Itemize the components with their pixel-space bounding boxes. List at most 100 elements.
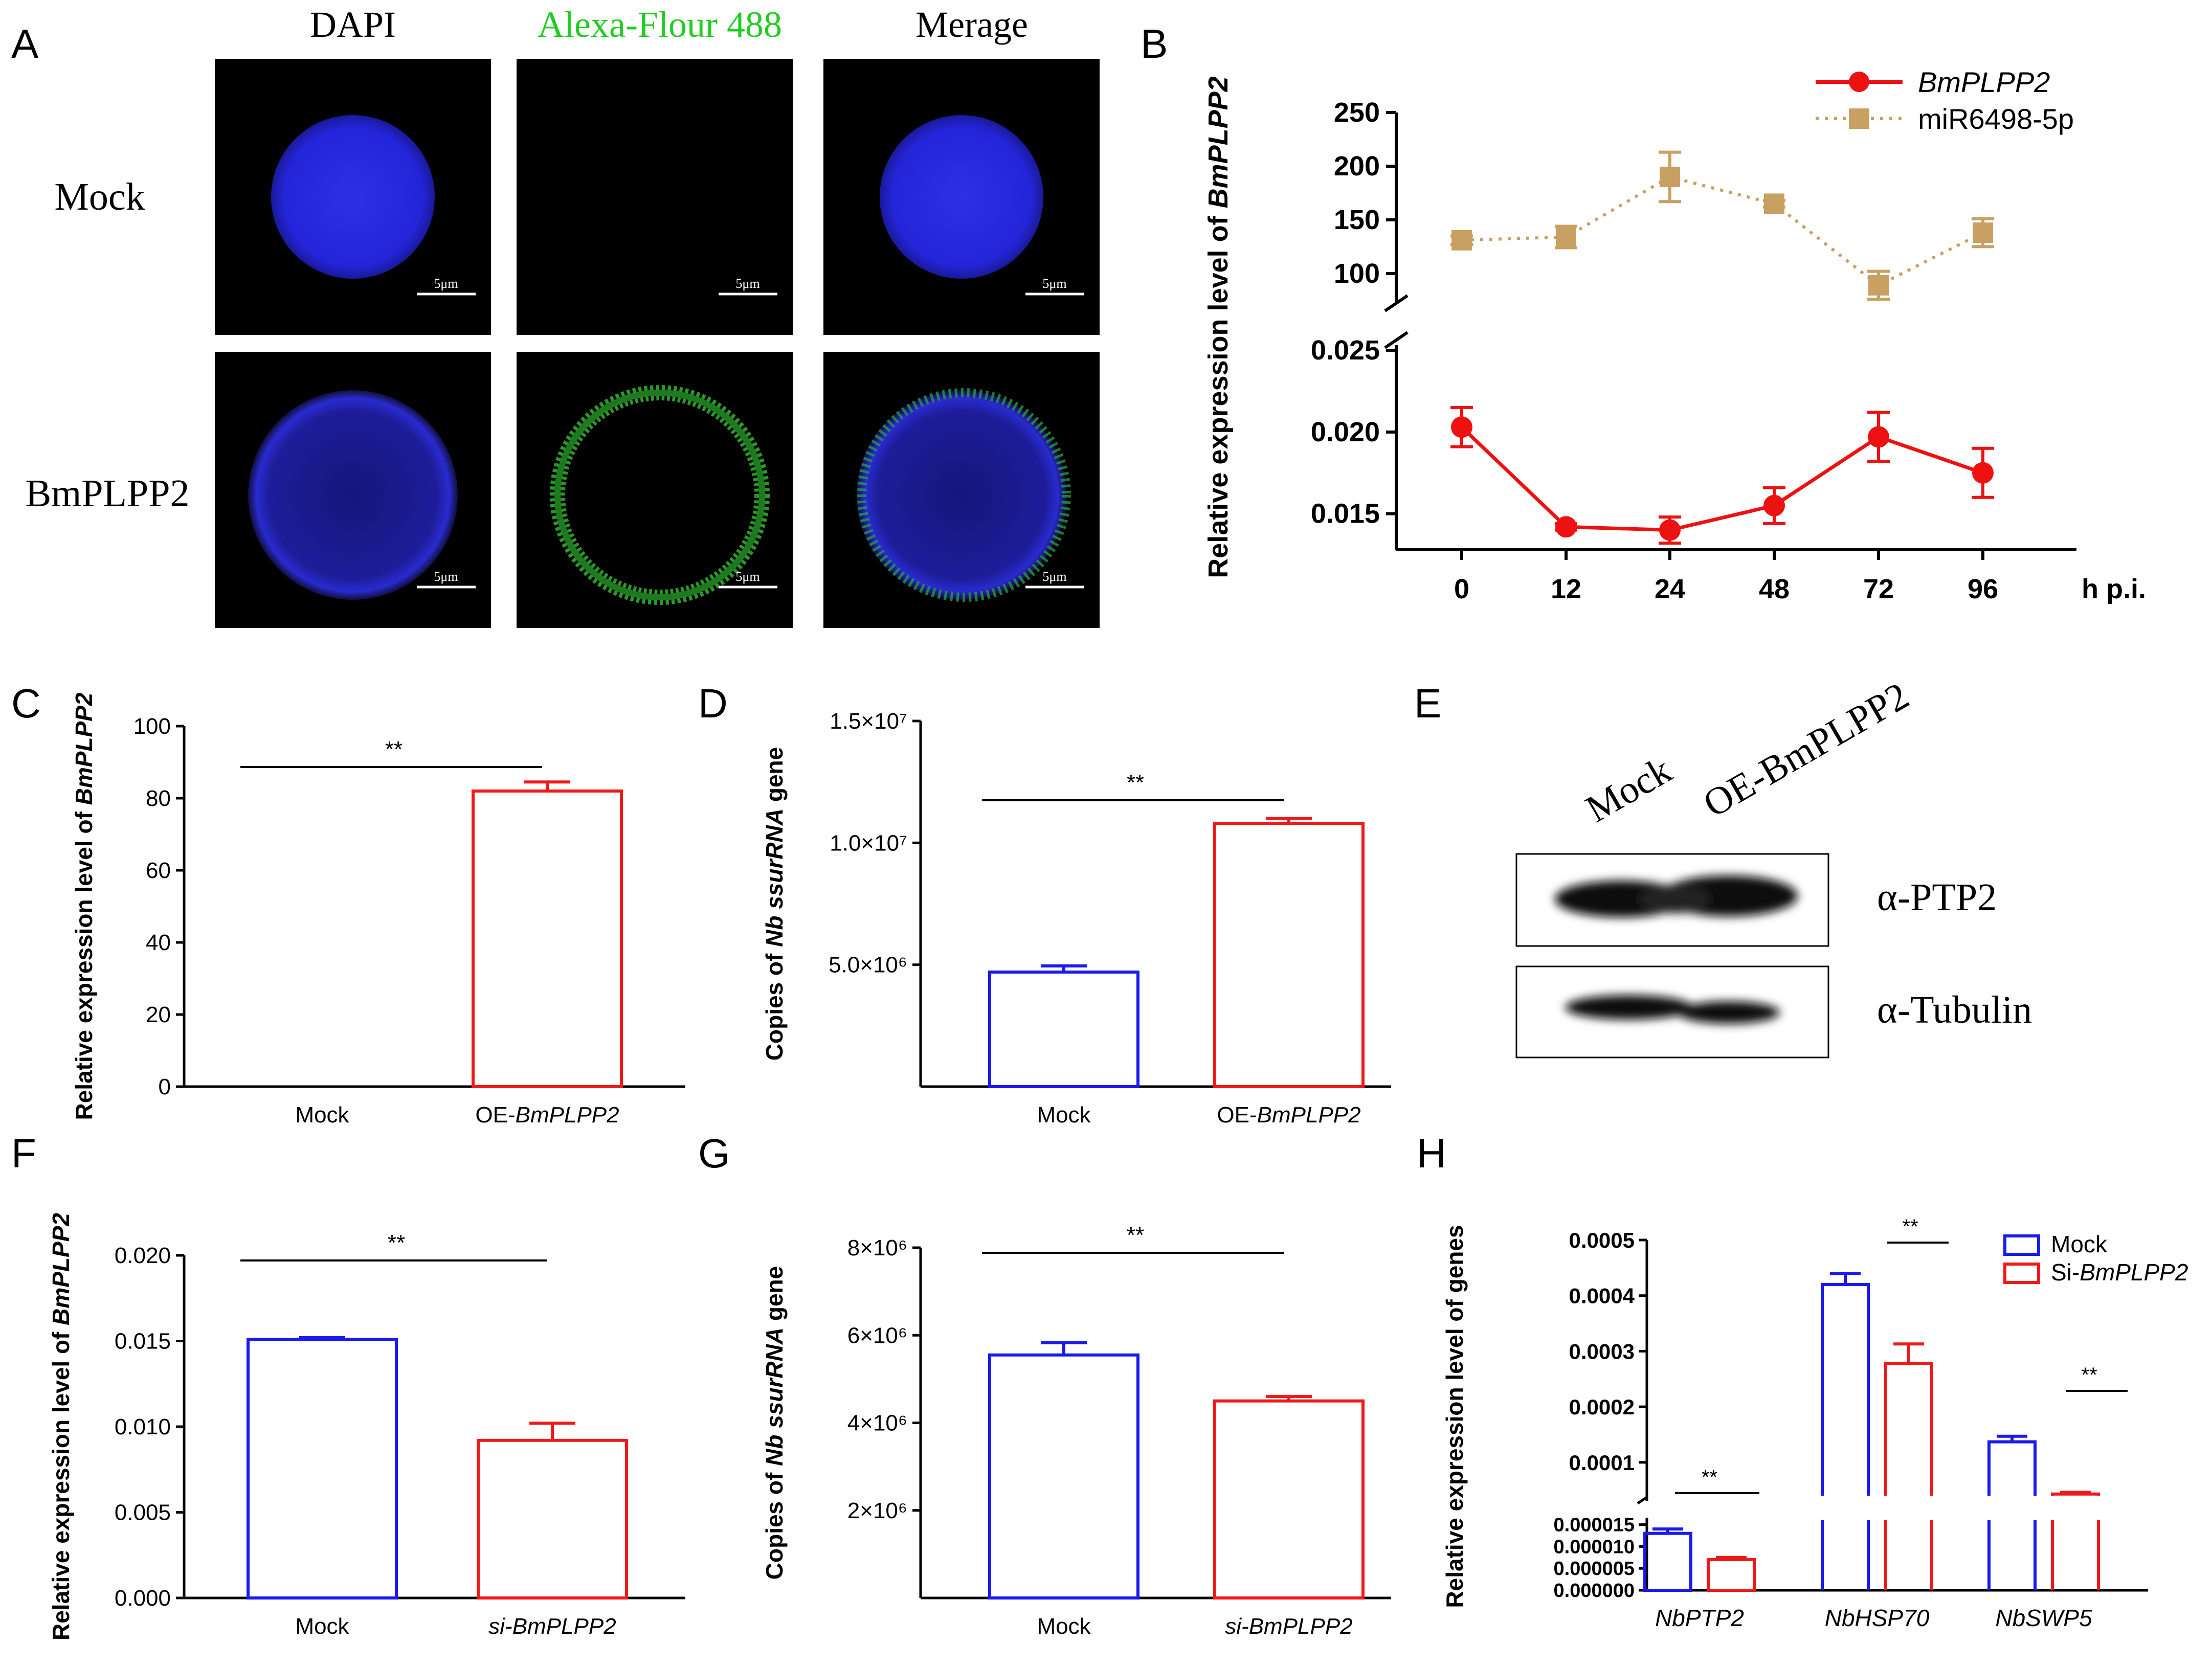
y-axis-label: Relative expression level of BmPLPP2 — [71, 692, 97, 1120]
series-line-mir6498-5p — [1461, 175, 1984, 287]
x-tick-label: Mock — [1037, 1102, 1091, 1128]
y-tick-label: 4×10⁶ — [847, 1411, 907, 1436]
bar — [1987, 1440, 2037, 1496]
y-tick-label: 0.0003 — [1569, 1339, 1635, 1363]
bar — [1707, 1558, 1756, 1592]
x-tick-label: 0 — [1454, 574, 1469, 604]
scale-bar-label: 5μm — [1042, 569, 1066, 584]
band-label-ptp2: α-PTP2 — [1877, 876, 1997, 919]
y-tick-label: 8×10⁶ — [847, 1235, 907, 1260]
col-header-dapi: DAPI — [310, 4, 396, 45]
y-tick-label: 0.010 — [115, 1414, 171, 1439]
x-tick-label: OE-BmPLPP2 — [1217, 1102, 1360, 1128]
y-tick-label: 40 — [146, 930, 171, 955]
data-point — [1555, 516, 1577, 538]
bar — [247, 1338, 398, 1600]
panel-label-a: A — [11, 21, 39, 66]
x-tick-label: Mock — [1037, 1614, 1091, 1639]
micro-cell-bmplpp2-alexa: 5μm — [517, 352, 793, 628]
y-tick-label: 80 — [146, 786, 171, 811]
bar — [1643, 1531, 1692, 1592]
y-axis-label: Relative expression level of genes — [1441, 1225, 1468, 1608]
data-point — [1763, 494, 1785, 516]
micro-cell-mock-alexa: 5μm — [517, 59, 793, 335]
bar — [1821, 1282, 1870, 1496]
y-tick-label: 0.0001 — [1569, 1451, 1635, 1475]
bar — [477, 1438, 628, 1600]
bar — [1213, 822, 1365, 1088]
x-tick-label: 72 — [1863, 574, 1894, 604]
data-point — [1659, 519, 1681, 541]
legend-swatch — [2003, 1234, 2040, 1256]
x-tick-label: 24 — [1655, 574, 1685, 604]
col-header-alexa: Alexa-Flour 488 — [538, 4, 782, 45]
y-tick-label: 5.0×10⁶ — [829, 953, 907, 978]
legend-label: Mock — [2051, 1231, 2108, 1257]
x-tick-label: 96 — [1968, 574, 1998, 604]
y-tick-label: 0.020 — [1311, 417, 1380, 447]
x-tick-label: Mock — [295, 1102, 349, 1128]
y-tick-label: 250 — [1334, 97, 1380, 128]
micro-cell-bmplpp2-merge: 5μm — [823, 352, 1100, 628]
panel-label-h: H — [1417, 1131, 1446, 1176]
legend-label: miR6498-5p — [1918, 103, 2074, 135]
data-point — [1972, 462, 1994, 484]
y-tick-label: 150 — [1334, 205, 1380, 235]
data-point — [1660, 166, 1680, 187]
micro-cell-bmplpp2-dapi: 5μm — [215, 352, 491, 628]
lane-label-mock: Mock — [1579, 748, 1679, 830]
panel-label-b: B — [1141, 21, 1168, 66]
significance-marker: ** — [388, 1230, 405, 1255]
y-tick-label: 0.000005 — [1554, 1558, 1635, 1580]
panel-b-line-chart: 100 150 200 250 0.015 0.020 0.025 0 12 24 48 72 96 h … — [1203, 66, 2146, 604]
row-label-mock: Mock — [54, 175, 145, 218]
panel-e-western-blot: Mock OE-BmPLPP2 α-PTP2 α-Tubulin — [1515, 674, 2032, 1058]
scale-bar-label: 5μm — [735, 276, 759, 291]
row-label-bmplpp2: BmPLPP2 — [25, 472, 189, 515]
bar — [1884, 1362, 1933, 1496]
y-tick-label: 0.000010 — [1554, 1536, 1635, 1558]
axis-break-mark — [1637, 1496, 1648, 1505]
x-tick-label: NbHSP70 — [1825, 1605, 1930, 1631]
col-header-merge: Merage — [915, 4, 1028, 45]
panel-c-bar-chart: 0 20 40 60 80 100 Relative expression level of… — [71, 692, 685, 1128]
y-tick-label: 100 — [1334, 258, 1380, 289]
significance-marker: ** — [1127, 1223, 1144, 1248]
y-tick-label: 20 — [146, 1002, 171, 1027]
y-tick-label: 200 — [1334, 151, 1380, 182]
significance-marker: ** — [385, 737, 403, 762]
data-point — [1764, 193, 1784, 214]
micro-cell-mock-merge: 5μm — [823, 59, 1100, 335]
cell-green-ring-core — [554, 390, 765, 600]
panel-h-bar-chart: 0.00010.00020.00030.00040.00050.0000000.… — [1441, 1215, 2188, 1631]
y-tick-label: 0.005 — [115, 1500, 171, 1525]
x-tick-label: Mock — [295, 1614, 349, 1639]
micro-background — [517, 59, 793, 335]
y-tick-label: 0.000000 — [1554, 1580, 1635, 1602]
y-tick-label: 0.0005 — [1569, 1228, 1635, 1252]
micro-cell-mock-dapi: 5μm — [215, 59, 491, 335]
y-tick-label: 0.015 — [1311, 499, 1380, 529]
y-tick-label: 6×10⁶ — [847, 1323, 907, 1348]
bar — [988, 970, 1139, 1089]
scale-bar-label: 5μm — [434, 569, 458, 584]
significance-marker: ** — [1702, 1466, 1717, 1489]
y-tick-label: 0.025 — [1311, 335, 1380, 366]
y-tick-label: 100 — [133, 714, 171, 739]
x-tick-label: 12 — [1551, 574, 1581, 604]
y-tick-label: 0 — [159, 1074, 171, 1099]
panel-label-c: C — [11, 681, 41, 726]
panel-g-bar-chart: 2×10⁶ 4×10⁶ 6×10⁶ 8×10⁶ Copies of Nb ssurRNA… — [761, 1223, 1391, 1639]
cell-blue-ring — [248, 390, 458, 600]
y-axis-label: Copies of Nb ssurRNA gene — [761, 747, 788, 1061]
y-tick-label: 1.0×10⁷ — [830, 830, 907, 855]
data-point — [1868, 275, 1889, 296]
axis-break-mark — [1384, 294, 1409, 312]
data-point — [1868, 426, 1889, 448]
bar — [1213, 1399, 1365, 1600]
bar — [472, 789, 623, 1088]
legend-marker — [1849, 108, 1869, 129]
y-tick-label: 0.020 — [115, 1243, 171, 1268]
axis-break-mark — [1384, 331, 1409, 349]
panel-f-bar-chart: 0.000 0.005 0.010 0.015 0.020 Relative expres… — [48, 1213, 685, 1640]
